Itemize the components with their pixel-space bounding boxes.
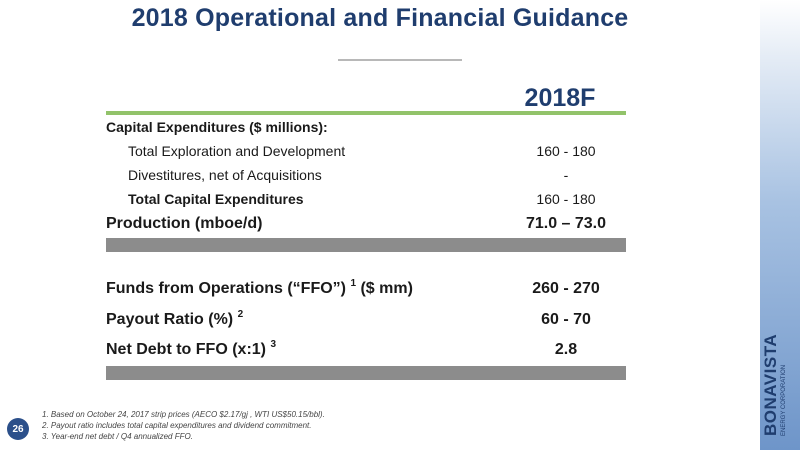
- row-value: 160 - 180: [536, 191, 596, 207]
- section-divider-bar: [106, 366, 626, 380]
- table-row: Payout Ratio (%) 2 60 - 70: [106, 309, 626, 333]
- footnote-marker: 1: [350, 278, 356, 289]
- table-row: Funds from Operations (“FFO”) 1 ($ mm) 2…: [106, 278, 626, 302]
- logo-wordmark: BONAVISTA: [761, 333, 780, 436]
- footnote-marker: 3: [270, 339, 276, 350]
- table-row: Total Capital Expenditures 160 - 180: [106, 191, 626, 213]
- column-header: 2018F: [524, 84, 596, 112]
- table-row: Total Exploration and Development 160 - …: [106, 143, 626, 165]
- footnotes: 1. Based on October 24, 2017 strip price…: [42, 409, 325, 442]
- row-label: Total Exploration and Development: [128, 143, 346, 159]
- row-label: Production (mboe/d): [106, 215, 263, 232]
- page-number-badge: 26: [7, 418, 29, 440]
- row-value: 60 - 70: [541, 311, 591, 328]
- table-row: Production (mboe/d) 71.0 – 73.0: [106, 215, 626, 237]
- title-divider: [338, 59, 462, 61]
- row-value: 160 - 180: [536, 143, 596, 159]
- section-divider-bar: [106, 238, 626, 252]
- company-logo: BONAVISTA ENERGY CORPORATION: [739, 334, 800, 436]
- row-value: 2.8: [554, 341, 578, 358]
- footnote-2: 2. Payout ratio includes total capital e…: [42, 421, 312, 430]
- side-gradient-strip: [760, 0, 800, 450]
- row-label: Payout Ratio (%) 2: [106, 309, 244, 328]
- row-label: Net Debt to FFO (x:1) 3: [106, 339, 276, 358]
- row-value: 71.0 – 73.0: [525, 215, 607, 232]
- table-row: Net Debt to FFO (x:1) 3 2.8: [106, 339, 626, 363]
- row-value: 260 - 270: [532, 280, 600, 297]
- row-label: Total Capital Expenditures: [128, 191, 304, 207]
- slide-title: 2018 Operational and Financial Guidance: [131, 4, 629, 32]
- table-row: Divestitures, net of Acquisitions -: [106, 167, 626, 189]
- header-rule: [106, 111, 626, 115]
- footnote-marker: 2: [237, 309, 244, 320]
- logo-tagline: ENERGY CORPORATION: [781, 364, 787, 436]
- footnote-1: 1. Based on October 24, 2017 strip price…: [42, 410, 325, 419]
- capex-section-label: Capital Expenditures ($ millions):: [106, 119, 328, 135]
- row-label: Divestitures, net of Acquisitions: [128, 167, 322, 183]
- row-label: Funds from Operations (“FFO”) 1 ($ mm): [106, 278, 413, 297]
- footnote-3: 3. Year-end net debt / Q4 annualized FFO…: [42, 432, 193, 441]
- capex-section-row: Capital Expenditures ($ millions):: [106, 119, 626, 141]
- row-value: -: [563, 167, 569, 183]
